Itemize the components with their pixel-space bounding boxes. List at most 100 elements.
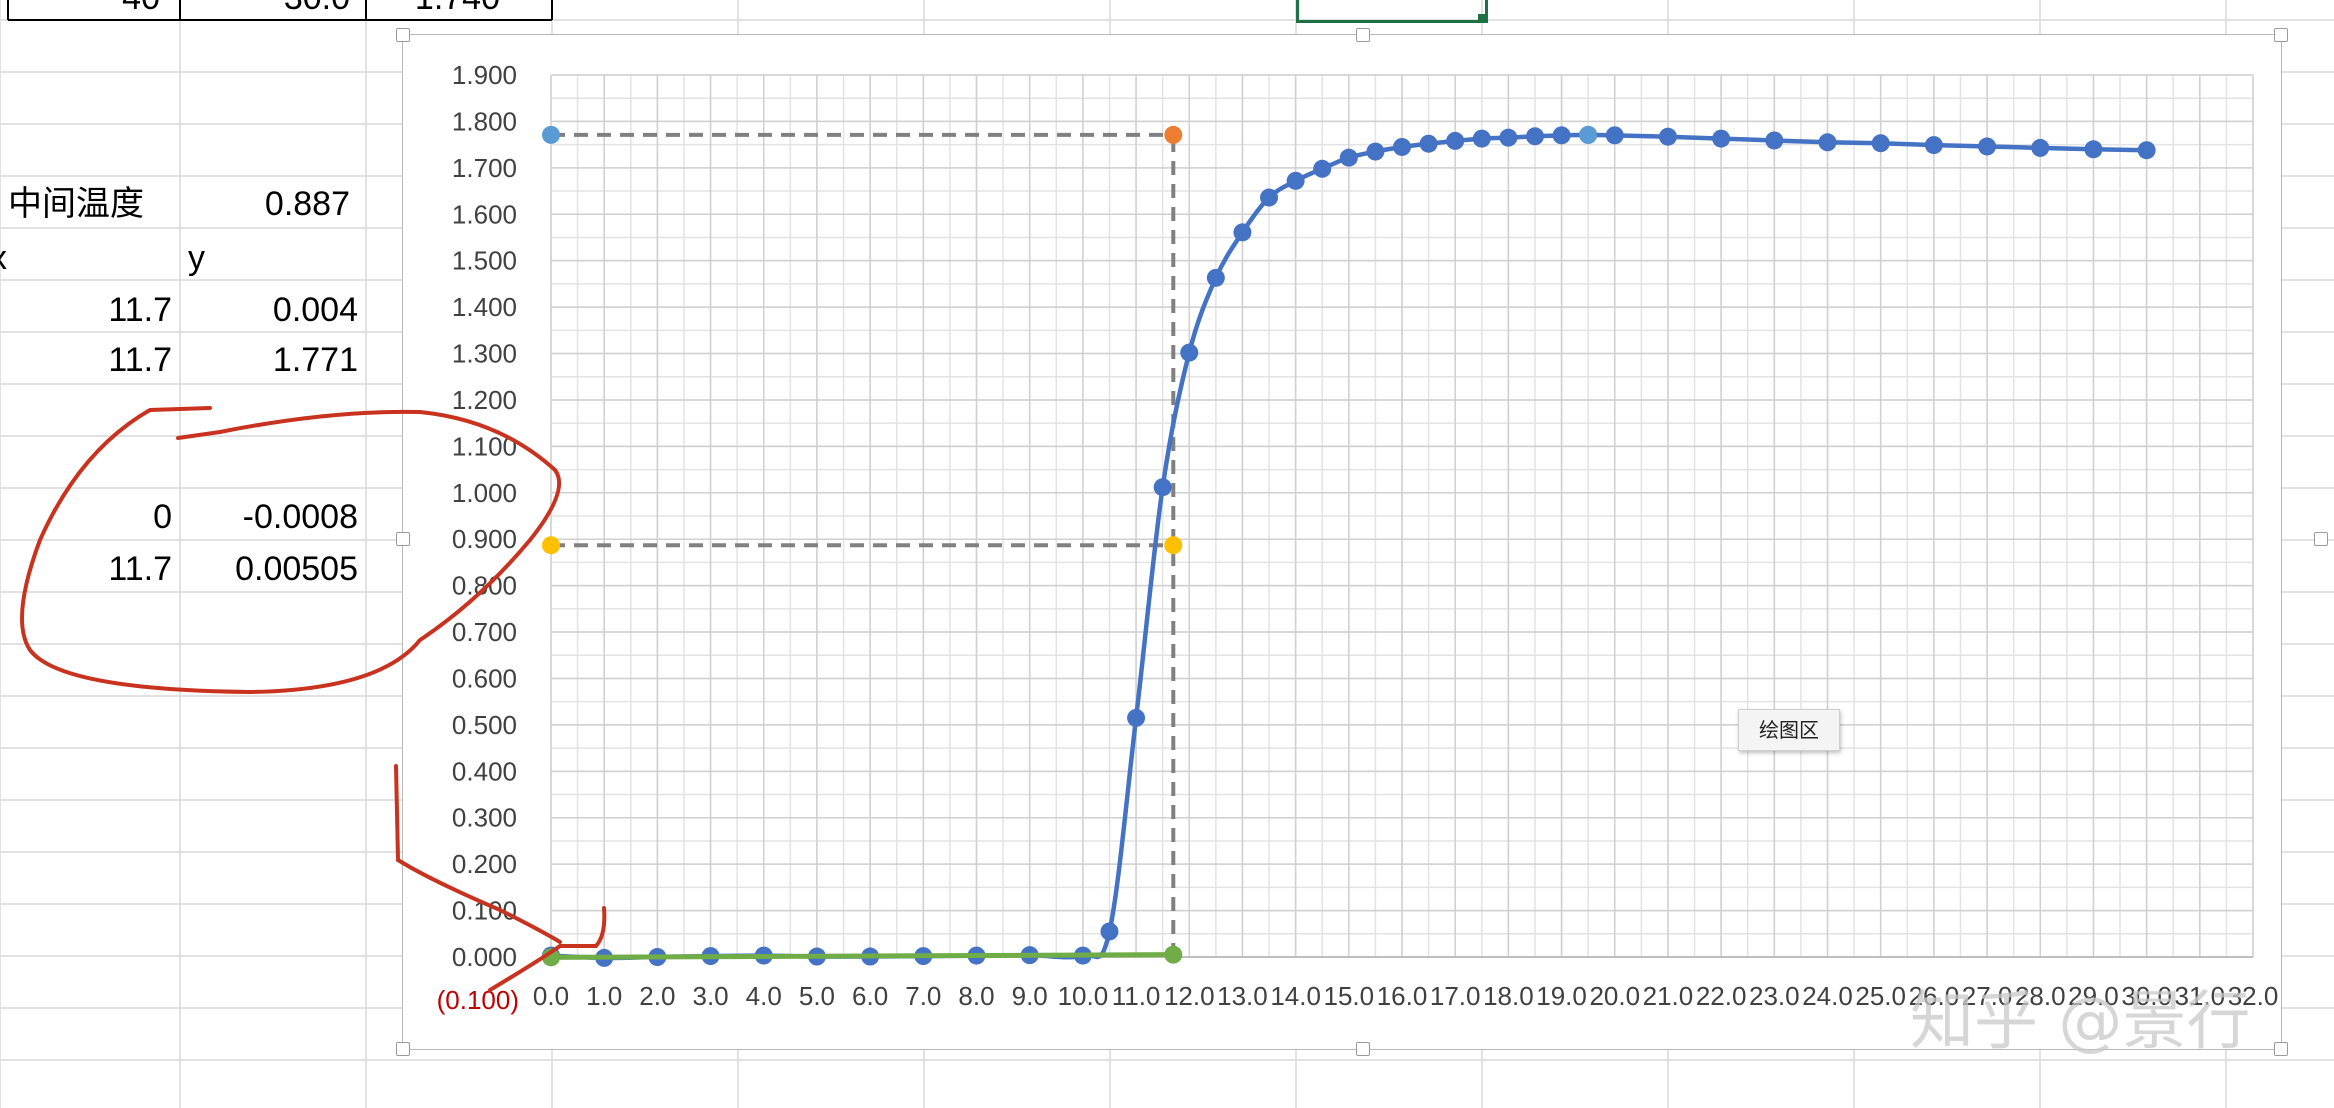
data-point-s1[interactable] (1164, 945, 1183, 964)
data-point-s0[interactable] (2031, 138, 2050, 157)
cell-row-a1-y[interactable]: 0.004 (272, 291, 358, 329)
data-point-s0[interactable] (1818, 133, 1837, 152)
data-point-s1[interactable] (542, 948, 560, 967)
chart-resize-handle-br[interactable] (2274, 1042, 2288, 1056)
selected-cell-outline[interactable] (1296, 0, 1488, 23)
data-point-s0[interactable] (1100, 922, 1119, 941)
cell-row-a2-y[interactable]: 1.771 (272, 341, 358, 379)
cell-top-c[interactable]: 1.740 (380, 0, 500, 18)
y-tick-label: 0.400 (452, 756, 517, 786)
watermark-text: 知乎 @景行 (1910, 985, 2251, 1059)
cell-mid-temp-label[interactable]: 中间温度 (8, 185, 144, 223)
x-tick-label: 1.0 (586, 981, 622, 1011)
data-point-s0[interactable] (1127, 708, 1146, 727)
x-tick-label: 27.0 (1962, 981, 2013, 1011)
x-tick-label: 13.0 (1217, 981, 1268, 1011)
chart-resize-handle-mr[interactable] (2314, 532, 2328, 546)
x-tick-label: 32.0 (2228, 981, 2279, 1011)
data-point-s0[interactable] (1658, 127, 1677, 146)
x-tick-label: 25.0 (1855, 981, 1906, 1011)
x-tick-label: 7.0 (905, 981, 941, 1011)
x-tick-label: 16.0 (1377, 981, 1428, 1011)
x-tick-label: 30.0 (2121, 981, 2172, 1011)
series-baseline-line (550, 952, 1174, 960)
y-tick-label: 0.200 (452, 849, 517, 879)
y-tick-label: 1.800 (452, 106, 517, 136)
y-tick-label: 1.000 (452, 478, 517, 508)
data-point-s0[interactable] (1924, 136, 1943, 155)
data-point-s0[interactable] (1313, 159, 1332, 178)
cell-row-a1-x[interactable]: 11.7 (108, 291, 172, 329)
data-point-s0[interactable] (1393, 137, 1411, 156)
chart-resize-handle-tl[interactable] (396, 28, 410, 42)
x-tick-label: 23.0 (1749, 981, 1800, 1011)
data-point-s0[interactable] (1765, 131, 1784, 150)
x-tick-label: 5.0 (799, 981, 835, 1011)
data-point-s0[interactable] (1366, 142, 1385, 161)
cell-x-header[interactable]: x (0, 238, 7, 278)
y-tick-label: 0.500 (452, 710, 517, 740)
data-point-s0[interactable] (1446, 131, 1465, 150)
data-point-s0[interactable] (1153, 478, 1172, 497)
data-point-s0[interactable] (1712, 129, 1731, 148)
cell-row-b2-x[interactable]: 11.7 (108, 550, 172, 588)
data-point-s0[interactable] (1180, 343, 1199, 362)
chart-area[interactable]: 0.000 0.100 0.200 0.300 0.400 0.500 0.600 0.700… (402, 34, 2282, 1050)
cell-row-b1-y[interactable]: -0.0008 (242, 498, 358, 536)
cell-top-a[interactable]: 40 (20, 0, 160, 18)
x-tick-label: 17.0 (1430, 981, 1481, 1011)
data-point-s0[interactable] (1233, 223, 1252, 242)
data-point-s2[interactable] (542, 536, 560, 555)
y-tick-label: 0.300 (452, 803, 517, 833)
y-tick-label: 1.300 (452, 339, 517, 369)
x-tick-label: 31.0 (2175, 981, 2226, 1011)
y-tick-label: 0.000 (452, 942, 517, 972)
scatter-chart[interactable]: 0.000 0.100 0.200 0.300 0.400 0.500 0.600 0.700… (403, 35, 2281, 1049)
data-point-s0[interactable] (1871, 134, 1890, 153)
y-tick-label: 1.600 (452, 199, 517, 229)
x-tick-label: 18.0 (1483, 981, 1534, 1011)
cell-top-b[interactable]: 30.0 (200, 0, 350, 18)
data-point-s0[interactable] (1339, 148, 1358, 167)
data-point-s3[interactable] (1164, 125, 1183, 144)
negative-tick-label: (0.100) (437, 985, 519, 1015)
x-tick-label: 10.0 (1058, 981, 1109, 1011)
chart-resize-handle-ml[interactable] (396, 532, 410, 546)
cell-row-a2-x[interactable]: 11.7 (108, 341, 172, 379)
x-tick-label: 6.0 (852, 981, 888, 1011)
data-point-s2[interactable] (1164, 536, 1183, 555)
cell-row-b1-x[interactable]: 0 (153, 498, 172, 536)
data-point-s0[interactable] (1419, 134, 1438, 153)
data-point-s0[interactable] (2137, 141, 2156, 160)
x-tick-label: 19.0 (1536, 981, 1587, 1011)
chart-resize-handle-bc[interactable] (1356, 1042, 1370, 1056)
y-tick-label: 0.700 (452, 617, 517, 647)
chart-resize-handle-bl[interactable] (396, 1042, 410, 1056)
y-tick-label: 0.600 (452, 663, 517, 693)
data-point-s0[interactable] (1499, 128, 1518, 147)
x-tick-label: 14.0 (1270, 981, 1321, 1011)
chart-resize-handle-tc[interactable] (1356, 28, 1370, 42)
plot-area-tooltip: 绘图区 (1738, 709, 1840, 751)
data-point-s0[interactable] (1978, 137, 1997, 156)
data-point-s0[interactable] (1206, 268, 1225, 287)
data-point-s0[interactable] (2084, 140, 2103, 159)
data-point-s0[interactable] (1260, 188, 1279, 207)
data-point-s0[interactable] (1552, 126, 1571, 145)
y-tick-label: 1.700 (452, 153, 517, 183)
data-point-s0[interactable] (1605, 126, 1624, 145)
y-tick-label: 1.100 (452, 431, 517, 461)
cell-mid-temp-value[interactable]: 0.887 (264, 185, 350, 223)
data-point-s4[interactable] (542, 125, 560, 144)
data-point-s0[interactable] (1472, 129, 1491, 148)
data-point-s4[interactable] (1579, 125, 1598, 144)
cell-row-b2-y[interactable]: 0.00505 (235, 550, 358, 588)
x-tick-label: 4.0 (746, 981, 782, 1011)
cell-y-header[interactable]: y (188, 239, 205, 277)
data-point-s0[interactable] (1286, 171, 1305, 190)
selection-fill-handle[interactable] (1478, 14, 1486, 22)
y-tick-label: 0.900 (452, 524, 517, 554)
data-point-s0[interactable] (1525, 127, 1544, 146)
x-tick-label: 12.0 (1164, 981, 1215, 1011)
chart-resize-handle-tr[interactable] (2274, 28, 2288, 42)
